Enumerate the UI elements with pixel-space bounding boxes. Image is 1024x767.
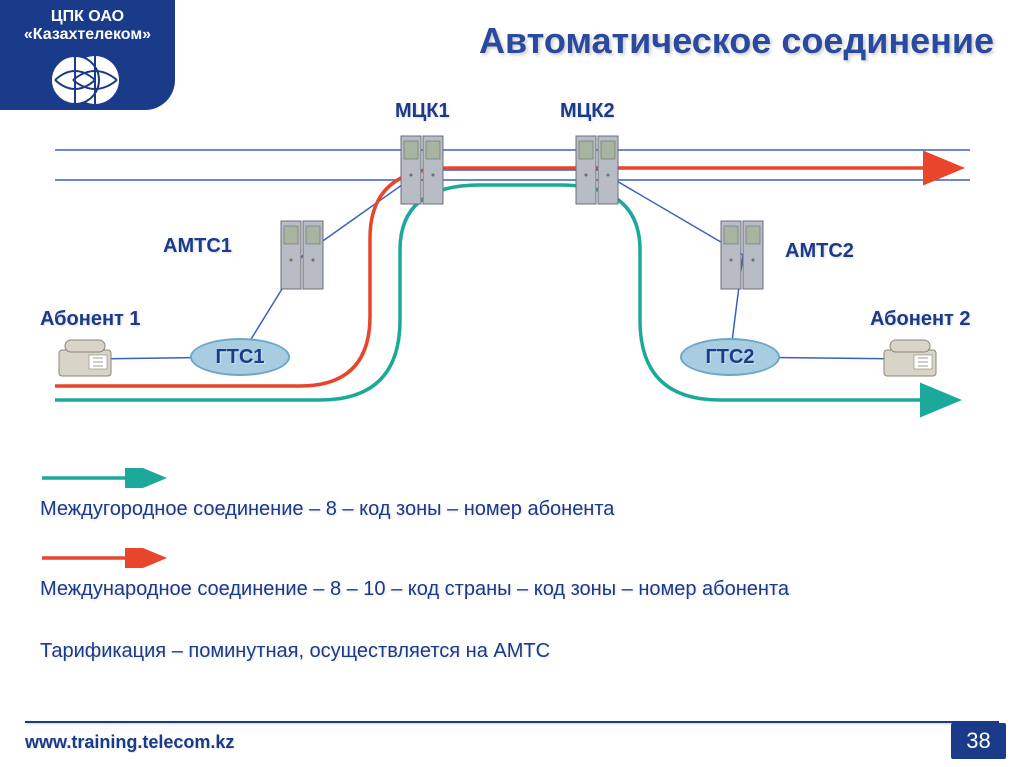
- node-label: МЦК2: [560, 100, 615, 123]
- node-label: Абонент 2: [870, 308, 971, 331]
- phone-icon: [55, 338, 115, 380]
- page-number: 38: [951, 723, 1006, 759]
- gts-node: ГТС2: [680, 338, 780, 376]
- legend-text: Междугородное соединение – 8 – код зоны …: [40, 498, 614, 521]
- legend-text: Тарификация – поминутная, осуществляется…: [40, 640, 550, 663]
- server-cabinet-icon: [400, 135, 446, 205]
- org-line2: «Казахтелеком»: [0, 26, 175, 44]
- network-diagram: МЦК1 МЦК2 АМТС1 АМТС2 ГТС1 ГТС2 Абонент 1: [0, 90, 1024, 450]
- legend-text: Международное соединение – 8 – 10 – код …: [40, 578, 789, 601]
- legend-arrow-icon: [40, 468, 170, 488]
- node-label: АМТС1: [163, 235, 232, 258]
- page-number-value: 38: [966, 728, 990, 754]
- server-cabinet-icon: [575, 135, 621, 205]
- node-label: МЦК1: [395, 100, 450, 123]
- phone-icon: [880, 338, 940, 380]
- gts-node: ГТС1: [190, 338, 290, 376]
- server-cabinet-icon: [280, 220, 326, 290]
- org-line1: ЦПК ОАО: [0, 8, 175, 26]
- node-label: Абонент 1: [40, 308, 141, 331]
- footer-rule: [25, 721, 999, 723]
- slide-title: Автоматическое соединение: [479, 20, 994, 62]
- server-cabinet-icon: [720, 220, 766, 290]
- node-label: АМТС2: [785, 240, 854, 263]
- footer-url: www.training.telecom.kz: [25, 732, 234, 753]
- legend-arrow-icon: [40, 548, 170, 568]
